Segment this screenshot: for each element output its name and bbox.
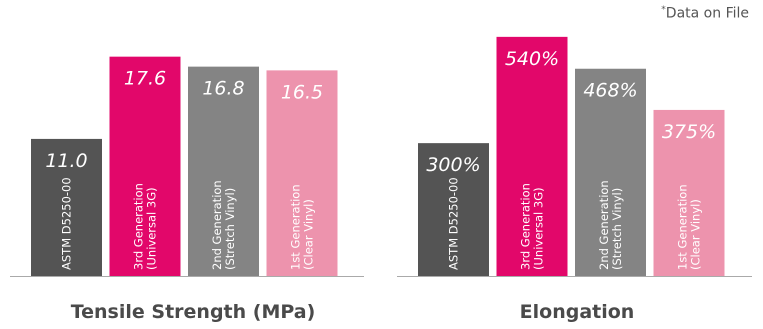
data-footnote: *Data on File — [661, 5, 749, 22]
tensile-chart-title: Tensile Strength (MPa) — [71, 301, 316, 323]
category-label-line: (Clear Vinyl) — [689, 199, 703, 270]
category-label-line: 2nd Generation — [597, 180, 611, 270]
category-label-line: 3rd Generation — [519, 183, 533, 270]
category-label-line: (Universal 3G) — [145, 187, 159, 270]
footnote-marker: * — [661, 5, 666, 15]
category-label-line: ASTM D5250-00 — [60, 177, 74, 270]
elongation-bar — [418, 143, 489, 276]
elongation-category-label: 3rd Generation(Universal 3G) — [519, 183, 546, 270]
tensile-bar — [31, 138, 102, 276]
tensile-category-label: 1st Generation(Clear Vinyl) — [289, 184, 316, 270]
elongation-bar — [496, 36, 568, 276]
elongation-bar — [653, 109, 725, 276]
tensile-category-label: 3rd Generation(Universal 3G) — [132, 183, 159, 270]
tensile-bar — [188, 66, 259, 276]
category-label-line: (Universal 3G) — [532, 187, 546, 270]
elongation-category-label: 1st Generation(Clear Vinyl) — [676, 184, 703, 270]
category-label-line: (Stretch Vinyl) — [223, 188, 237, 270]
elongation-value-label: 468% — [583, 80, 637, 102]
elongation-chart-title: Elongation — [520, 301, 635, 323]
elongation-category-label: 2nd Generation(Stretch Vinyl) — [597, 180, 624, 270]
elongation-category-label: ASTM D5250-00 — [447, 177, 461, 270]
category-label-line: 1st Generation — [676, 184, 690, 270]
tensile-category-label: ASTM D5250-00 — [60, 177, 74, 270]
tensile-bar — [109, 56, 181, 276]
tensile-value-label: 16.8 — [202, 78, 244, 100]
tensile-value-label: 11.0 — [45, 150, 87, 172]
elongation-value-label: 300% — [426, 154, 480, 176]
tensile-bar — [266, 70, 338, 276]
category-label-line: 3rd Generation — [132, 183, 146, 270]
category-label-line: (Clear Vinyl) — [302, 199, 316, 270]
elongation-value-label: 540% — [505, 48, 559, 70]
footnote-text: Data on File — [665, 5, 749, 22]
tensile-category-label: 2nd Generation(Stretch Vinyl) — [210, 180, 237, 270]
tensile-value-label: 16.5 — [281, 81, 323, 103]
elongation-bar — [575, 68, 646, 276]
category-label-line: (Stretch Vinyl) — [610, 188, 624, 270]
category-label-line: 1st Generation — [289, 184, 303, 270]
category-label-line: 2nd Generation — [210, 180, 224, 270]
tensile-value-label: 17.6 — [124, 68, 166, 90]
category-label-line: ASTM D5250-00 — [447, 177, 461, 270]
elongation-value-label: 375% — [662, 121, 716, 143]
